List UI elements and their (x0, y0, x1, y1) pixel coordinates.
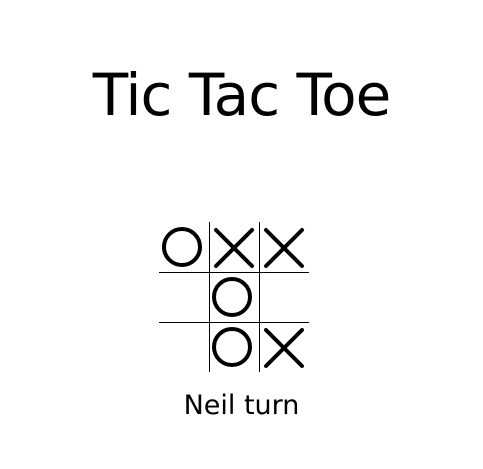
grid-line-horizontal-2 (159, 322, 309, 323)
o-mark-icon: O (162, 227, 202, 267)
x-mark-stroke-2 (264, 328, 304, 368)
o-mark-icon: O (212, 327, 252, 367)
board-cell-r2-c2[interactable]: O (209, 272, 259, 322)
o-mark-shape (212, 277, 252, 317)
board-cell-r3-c1[interactable] (159, 322, 209, 372)
board-cell-r3-c2[interactable]: O (209, 322, 259, 372)
turn-status: Neil turn (183, 390, 300, 421)
x-mark-stroke-2 (214, 228, 254, 268)
game-board: OXXOOX (159, 222, 309, 372)
o-mark-shape (162, 227, 202, 267)
x-mark-icon: X (264, 328, 304, 368)
grid-line-vertical-1 (209, 222, 210, 372)
board-cell-r1-c1[interactable]: O (159, 222, 209, 272)
o-mark-icon: O (212, 277, 252, 317)
x-mark-icon: X (264, 228, 304, 268)
x-mark-icon: X (214, 228, 254, 268)
grid-line-horizontal-1 (159, 272, 309, 273)
board-cell-r3-c3[interactable]: X (259, 322, 309, 372)
grid-line-vertical-2 (259, 222, 260, 372)
board-cell-r2-c3[interactable] (259, 272, 309, 322)
board-cell-r2-c1[interactable] (159, 272, 209, 322)
board-cell-r1-c3[interactable]: X (259, 222, 309, 272)
game-title: Tic Tac Toe (92, 61, 392, 129)
board-cell-r1-c2[interactable]: X (209, 222, 259, 272)
x-mark-stroke-2 (264, 228, 304, 268)
o-mark-shape (212, 327, 252, 367)
